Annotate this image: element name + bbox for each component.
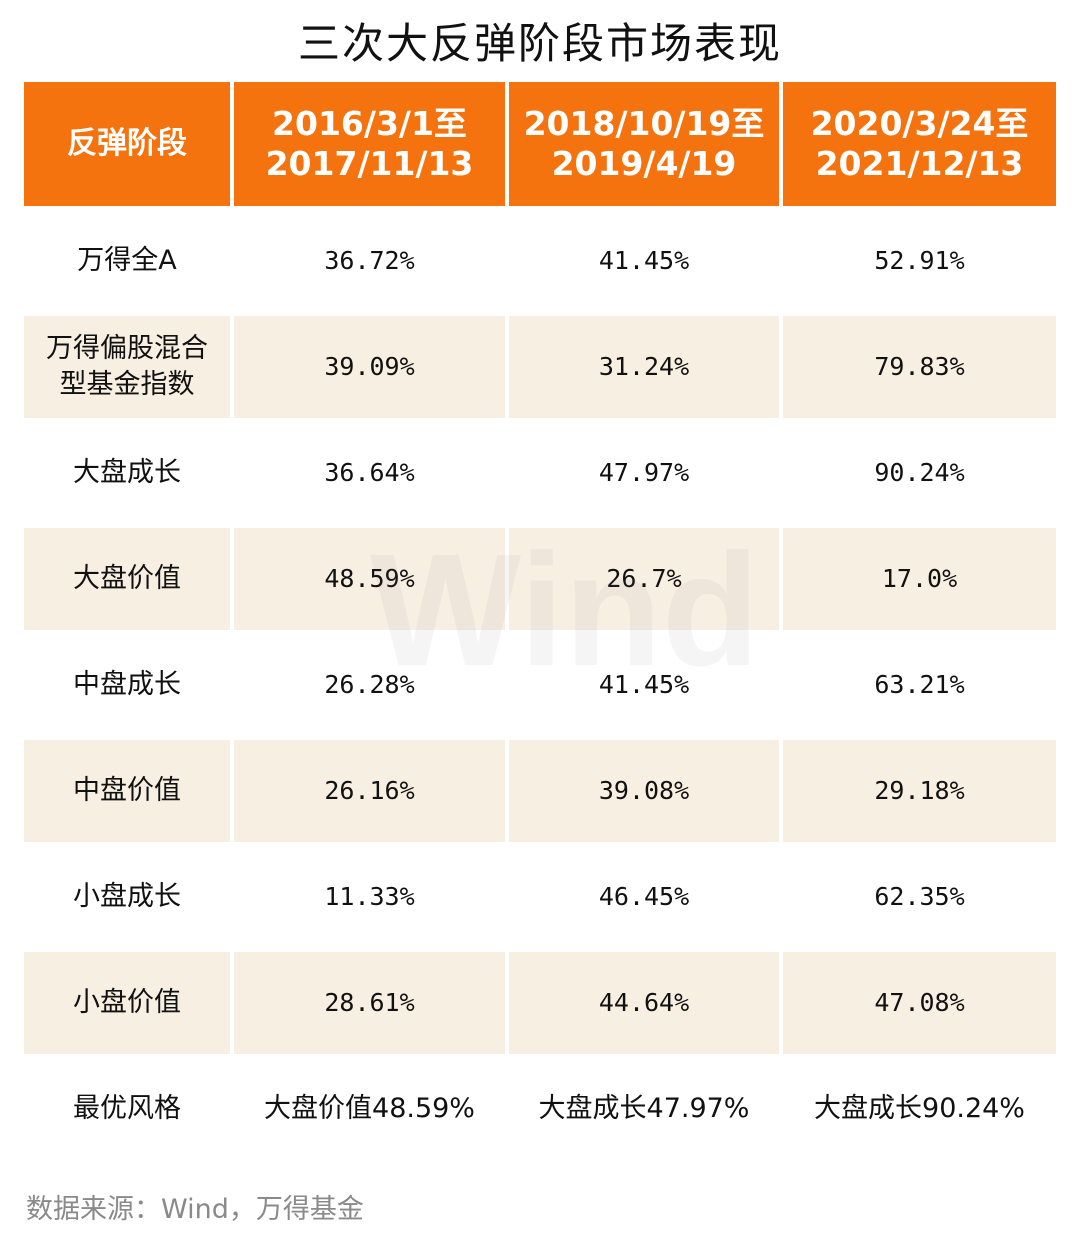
table-cell: 26.16% bbox=[234, 740, 505, 842]
best-style-row: 最优风格 大盘价值48.59% 大盘成长47.97% 大盘成长90.24% bbox=[24, 1058, 1056, 1160]
row-label: 小盘价值 bbox=[24, 952, 230, 1054]
table-cell: 46.45% bbox=[598, 882, 690, 911]
table-cell: 36.64% bbox=[324, 458, 415, 487]
table-row: 小盘成长 11.33% 46.45% 62.35% bbox=[24, 846, 1056, 948]
best-style-label: 最优风格 bbox=[73, 1093, 181, 1124]
table-cell: 90.24% bbox=[874, 458, 965, 487]
table-row: 万得偏股混合 型基金指数 39.09% 31.24% 79.83% bbox=[24, 316, 1056, 418]
data-source-note: 数据来源：Wind，万得基金 bbox=[26, 1194, 364, 1225]
table-cell: 39.09% bbox=[234, 316, 505, 418]
table-row: 中盘价值 26.16% 39.08% 29.18% bbox=[24, 740, 1056, 842]
table-cell: 47.97% bbox=[598, 458, 690, 487]
table-cell: 29.18% bbox=[783, 740, 1056, 842]
row-label: 小盘成长 bbox=[73, 881, 181, 912]
table-cell: 36.72% bbox=[324, 246, 415, 275]
best-style-cell: 大盘成长47.97% bbox=[538, 1093, 750, 1124]
table-cell: 52.91% bbox=[874, 246, 965, 275]
row-label: 中盘价值 bbox=[24, 740, 230, 842]
table-row: 小盘价值 28.61% 44.64% 47.08% bbox=[24, 952, 1056, 1054]
table-row: 中盘成长 26.28% 41.45% 63.21% bbox=[24, 634, 1056, 736]
row-label-line-1: 万得偏股混合 bbox=[46, 333, 208, 364]
row-label: 中盘成长 bbox=[73, 669, 181, 700]
table-cell: 44.64% bbox=[509, 952, 779, 1054]
table-cell: 41.45% bbox=[598, 246, 690, 275]
table-row: 大盘价值 48.59% 26.7% 17.0% bbox=[24, 528, 1056, 630]
table-cell: 41.45% bbox=[598, 670, 690, 699]
table-cell: 63.21% bbox=[874, 670, 965, 699]
table-cell: 31.24% bbox=[509, 316, 779, 418]
header-period-3-end: 2021/12/13 bbox=[815, 144, 1024, 183]
table-cell: 17.0% bbox=[783, 528, 1056, 630]
row-label-line-2: 型基金指数 bbox=[59, 369, 195, 400]
header-period-3-start: 2020/3/24至 bbox=[810, 104, 1029, 143]
table-cell: 47.08% bbox=[783, 952, 1056, 1054]
header-stage-label: 反弹阶段 bbox=[24, 82, 230, 206]
table-cell: 62.35% bbox=[874, 882, 965, 911]
header-period-2-start: 2018/10/19至 bbox=[523, 104, 765, 143]
table-cell: 11.33% bbox=[324, 882, 415, 911]
best-style-cell: 大盘成长90.24% bbox=[814, 1093, 1025, 1124]
header-period-2: 2018/10/19至 2019/4/19 bbox=[509, 82, 779, 206]
header-period-1-start: 2016/3/1至 bbox=[272, 104, 467, 143]
table-cell: 39.08% bbox=[509, 740, 779, 842]
table-header-row: 反弹阶段 2016/3/1至 2017/11/13 2018/10/19至 20… bbox=[24, 82, 1056, 206]
header-period-1: 2016/3/1至 2017/11/13 bbox=[234, 82, 505, 206]
page-title: 三次大反弹阶段市场表现 bbox=[297, 19, 782, 68]
row-label: 大盘成长 bbox=[73, 457, 181, 488]
table-row: 大盘成长 36.64% 47.97% 90.24% bbox=[24, 422, 1056, 524]
table-row: 万得全A 36.72% 41.45% 52.91% bbox=[24, 210, 1056, 312]
header-period-1-end: 2017/11/13 bbox=[265, 144, 474, 183]
table-cell: 26.28% bbox=[324, 670, 415, 699]
table-cell: 79.83% bbox=[783, 316, 1056, 418]
row-label: 万得偏股混合 型基金指数 bbox=[24, 316, 230, 418]
table-cell: 28.61% bbox=[234, 952, 505, 1054]
performance-table: 反弹阶段 2016/3/1至 2017/11/13 2018/10/19至 20… bbox=[24, 82, 1056, 1164]
row-label: 万得全A bbox=[77, 245, 177, 276]
table-cell: 48.59% bbox=[234, 528, 505, 630]
header-period-2-end: 2019/4/19 bbox=[551, 144, 737, 183]
table-cell: 26.7% bbox=[509, 528, 779, 630]
best-style-cell: 大盘价值48.59% bbox=[264, 1093, 475, 1124]
header-period-3: 2020/3/24至 2021/12/13 bbox=[783, 82, 1056, 206]
row-label: 大盘价值 bbox=[24, 528, 230, 630]
